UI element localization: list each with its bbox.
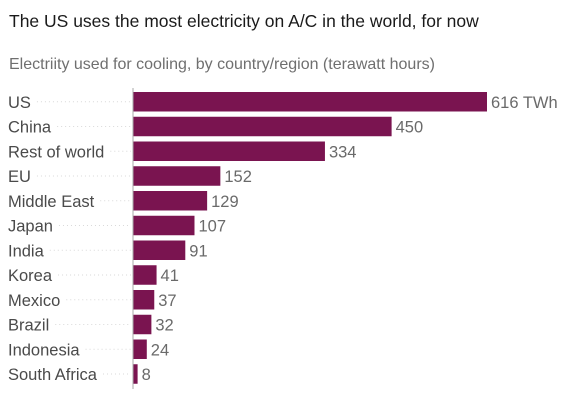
- category-label: South Africa: [8, 366, 98, 384]
- chart-title: The US uses the most electricity on A/C …: [9, 11, 479, 31]
- bar: [133, 191, 208, 211]
- value-label: 41: [161, 267, 179, 285]
- value-label: 91: [189, 242, 207, 260]
- value-label: 37: [158, 292, 176, 310]
- bar: [133, 215, 195, 236]
- category-label: India: [8, 242, 45, 260]
- category-label: Brazil: [8, 317, 49, 335]
- value-label: 152: [224, 168, 252, 186]
- bar: [133, 92, 487, 112]
- value-label: 32: [155, 317, 173, 335]
- bar: [133, 265, 157, 285]
- bar: [133, 166, 221, 186]
- category-label: Indonesia: [8, 341, 80, 359]
- category-label: Korea: [8, 267, 53, 285]
- value-label: 8: [142, 366, 151, 384]
- value-label: 107: [198, 218, 226, 236]
- value-label: 24: [151, 341, 169, 359]
- value-label: 616 TWh: [491, 94, 558, 112]
- value-label: 450: [396, 119, 424, 137]
- bar: [133, 240, 186, 260]
- value-label: 334: [329, 143, 357, 161]
- value-label: 129: [211, 193, 239, 211]
- category-label: EU: [8, 168, 31, 186]
- category-label: US: [8, 94, 31, 112]
- category-label: China: [8, 119, 52, 137]
- category-label: Mexico: [8, 292, 60, 310]
- category-label: Rest of world: [8, 143, 104, 161]
- bar: [133, 116, 392, 137]
- bar: [133, 339, 147, 359]
- category-label: Middle East: [8, 193, 95, 211]
- bar: [133, 290, 155, 310]
- bar: [133, 364, 138, 384]
- category-label: Japan: [8, 218, 53, 236]
- chart-subtitle: Electriity used for cooling, by country/…: [9, 56, 435, 73]
- bar: [133, 141, 325, 161]
- bar: [133, 314, 152, 335]
